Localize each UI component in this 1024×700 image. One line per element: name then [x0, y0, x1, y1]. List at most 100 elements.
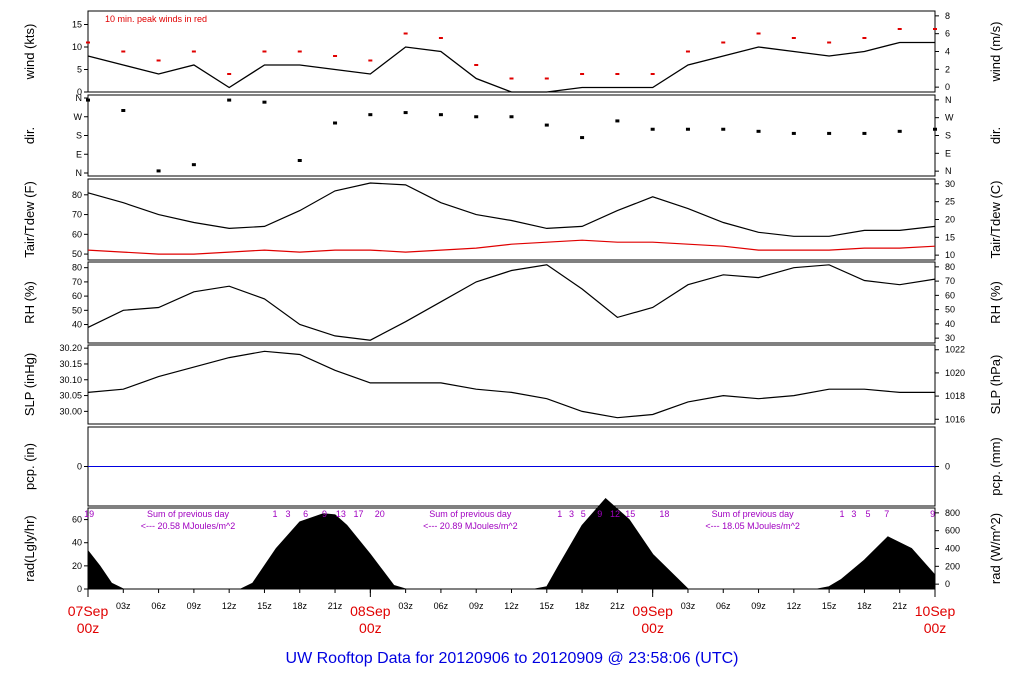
peak-wind-point: [262, 50, 267, 53]
direction-point: [86, 98, 90, 102]
solar-hour-label: 15: [625, 509, 635, 519]
pressure-line: [87, 350, 935, 419]
y-tick-label-right: N: [945, 166, 952, 176]
y-axis-label-right: SLP (hPa): [988, 355, 1003, 415]
y-tick-label-left: 30.10: [59, 375, 82, 385]
direction-point: [121, 109, 126, 112]
x-tick-label: 12z: [787, 601, 802, 611]
y-tick-label-left: 20: [72, 561, 82, 571]
y-tick-label-right: 2: [945, 64, 950, 74]
panel-pressure: SLP (inHg) SLP (hPa) 30.00 30.05 30.10 30.15 3…: [22, 343, 1003, 425]
peak-wind-point: [86, 41, 90, 44]
y-tick-label-right: 4: [945, 47, 950, 57]
y-tick-label-right: 40: [945, 319, 955, 329]
x-tick-label: 06z: [151, 601, 166, 611]
peak-wind-point: [933, 28, 937, 30]
y-tick-label-left: 0: [77, 462, 82, 472]
x-tick-label: 03z: [681, 601, 696, 611]
panel-temperature: Tair/Tdew (F) Tair/Tdew (C) 50 60 70 80 10 15 20…: [22, 178, 1003, 261]
y-tick-label-right: 20: [945, 215, 955, 225]
solar-hour-label: 9: [930, 509, 935, 519]
solar-hour-label: 1: [273, 509, 278, 519]
x-tick-label: 03z: [116, 601, 131, 611]
y-axis-label-left: pcp. (in): [22, 443, 37, 490]
panel-precipitation: pcp. (in) pcp. (mm) 0 0: [22, 426, 1003, 507]
y-tick-label-right: N: [945, 95, 952, 105]
y-tick-label-left: 60: [72, 291, 82, 301]
direction-point: [438, 113, 443, 117]
x-date-label: 10Sep: [915, 603, 956, 619]
y-tick-label-left: 30.00: [59, 406, 82, 416]
panel-wind: wind (kts) wind (m/s) 0 5 10 15 0 2 4 6 8 10 min. p…: [22, 10, 1003, 97]
y-tick-label-right: 1022: [945, 345, 965, 355]
x-axis: 03z 06z 09z 12z 15z 18z 21z 03z 06z 09z 12z 15z 18z 2…: [68, 589, 956, 636]
direction-point: [156, 169, 161, 173]
y-tick-label-right: 1020: [945, 368, 965, 378]
panel-frame: [87, 261, 936, 344]
y-tick-label-left: S: [76, 131, 82, 141]
x-tick-label: 18z: [292, 601, 307, 611]
y-axis-label-left: Tair/Tdew (F): [22, 181, 37, 258]
y-tick-label-right: W: [945, 113, 954, 123]
y-tick-label-left: 80: [72, 190, 82, 200]
solar-hour-label: 9: [322, 509, 327, 519]
y-tick-label-left: E: [76, 149, 82, 159]
y-tick-label-right: 1018: [945, 391, 965, 401]
direction-point: [368, 113, 373, 117]
peak-wind-point: [615, 73, 620, 75]
peak-wind-point: [227, 73, 232, 75]
y-tick-label-left: 60: [72, 229, 82, 239]
dewpoint-line: [87, 239, 936, 255]
peak-wind-point: [438, 37, 443, 39]
solar-hour-label: 17: [354, 509, 364, 519]
direction-point: [615, 119, 620, 123]
peak-wind-point: [650, 73, 655, 75]
x-date-hour-label: 00z: [924, 620, 947, 636]
x-date-label: 09Sep: [632, 603, 673, 619]
peak-wind-point: [403, 32, 408, 35]
y-tick-label-right: 30: [945, 179, 955, 189]
y-tick-label-left: 60: [72, 515, 82, 525]
y-tick-label-left: 0: [77, 584, 82, 594]
radiation-area: [87, 497, 936, 590]
peak-wind-point: [721, 41, 726, 44]
direction-point: [685, 127, 690, 131]
daily-sum-value: <--- 20.58 MJoules/m^2: [141, 521, 236, 531]
panel-humidity: RH (%) RH (%) 40 50 60 70 80 30 40 50 60 70 80: [22, 261, 1003, 344]
direction-point: [333, 121, 338, 125]
direction-point: [403, 111, 408, 115]
x-tick-label: 03z: [398, 601, 413, 611]
peak-wind-point: [685, 50, 690, 53]
x-tick-label: 06z: [716, 601, 731, 611]
y-tick-label-left: 5: [77, 65, 82, 75]
direction-point: [933, 127, 937, 131]
y-tick-label-left: W: [74, 112, 83, 122]
y-tick-label-left: 40: [72, 320, 82, 330]
x-tick-label: 06z: [434, 601, 449, 611]
peak-wind-point: [897, 28, 902, 30]
y-tick-label-left: N: [76, 168, 83, 178]
x-tick-label: 09z: [187, 601, 202, 611]
solar-hour-label: 9: [597, 509, 602, 519]
y-axis-label-right: Tair/Tdew (C): [988, 180, 1003, 258]
solar-hour-label: 12: [610, 509, 620, 519]
x-tick-label: 09z: [751, 601, 766, 611]
y-tick-label-right: 600: [945, 526, 960, 536]
daily-sum-title: Sum of previous day: [147, 509, 230, 519]
x-tick-label: 21z: [328, 601, 343, 611]
y-tick-label-right: 800: [945, 508, 960, 518]
y-tick-label-right: 0: [945, 579, 950, 589]
direction-point: [262, 100, 267, 104]
y-tick-label-right: S: [945, 131, 951, 141]
solar-hour-label: 1: [840, 509, 845, 519]
solar-hour-label: 7: [884, 509, 889, 519]
daily-sum-value: <--- 20.89 MJoules/m^2: [423, 521, 518, 531]
x-date-label: 08Sep: [350, 603, 391, 619]
humidity-line: [87, 264, 936, 341]
direction-point: [897, 129, 902, 133]
solar-hour-label: 1: [557, 509, 562, 519]
x-tick-label: 18z: [575, 601, 590, 611]
y-tick-label-left: 30.20: [59, 343, 82, 353]
